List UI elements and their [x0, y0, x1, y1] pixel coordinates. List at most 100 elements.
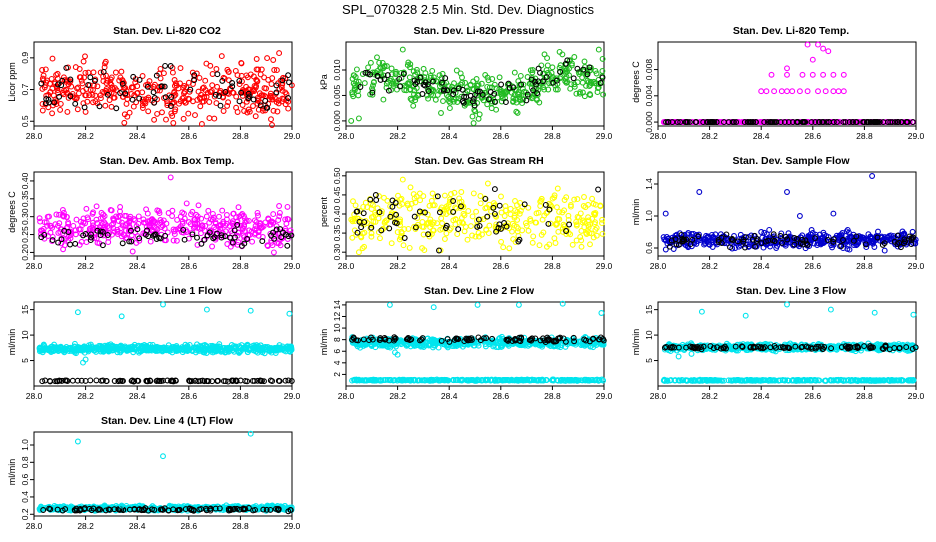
data-point	[470, 214, 475, 219]
x-tick-label: 29.0	[596, 261, 613, 271]
data-point	[526, 228, 531, 233]
data-point	[205, 307, 210, 312]
data-point	[759, 230, 764, 235]
data-point	[823, 89, 828, 94]
data-point	[369, 60, 374, 65]
data-point	[219, 54, 224, 59]
data-point	[81, 59, 86, 64]
data-point	[254, 57, 259, 62]
x-tick-label: 28.2	[701, 261, 718, 271]
x-tick-label: 28.2	[701, 131, 718, 141]
data-point	[499, 194, 504, 199]
data-point	[798, 89, 803, 94]
y-tick-label: 0.30	[332, 244, 342, 261]
data-point	[130, 249, 135, 254]
data-point	[94, 204, 99, 209]
data-point	[41, 73, 46, 78]
data-point	[553, 241, 558, 246]
data-point	[443, 76, 448, 81]
data-point	[388, 303, 393, 308]
data-point	[497, 75, 502, 80]
data-point	[103, 103, 108, 108]
data-point	[248, 308, 253, 313]
data-point	[207, 100, 212, 105]
data-point	[377, 60, 382, 65]
data-point	[369, 234, 374, 239]
data-point	[148, 239, 153, 244]
data-point	[420, 220, 425, 225]
data-point	[220, 208, 225, 213]
data-point	[448, 106, 453, 111]
data-point	[572, 197, 577, 202]
y-tick-label: 0.45	[332, 186, 342, 203]
y-tick-label: 0.7	[20, 83, 30, 95]
y-tick-label: 15	[20, 305, 30, 315]
data-point	[109, 104, 114, 109]
x-tick-label: 28.0	[26, 131, 43, 141]
data-point	[119, 69, 124, 74]
data-points	[349, 47, 606, 125]
y-tick-label: 0.005	[332, 85, 342, 107]
data-point	[178, 66, 183, 71]
y-tick-label: 0.6	[644, 242, 654, 254]
data-point	[193, 113, 198, 118]
data-point	[206, 208, 211, 213]
data-point	[474, 77, 479, 82]
data-point	[485, 102, 490, 107]
x-tick-label: 28.8	[232, 261, 249, 271]
data-point	[374, 198, 379, 203]
data-point	[144, 207, 149, 212]
data-points	[349, 301, 606, 383]
data-point	[164, 117, 169, 122]
data-point	[816, 42, 821, 47]
data-points	[661, 42, 915, 124]
x-tick-label: 28.4	[129, 131, 146, 141]
x-tick-label: 28.8	[856, 391, 873, 401]
data-point	[65, 110, 70, 115]
data-point	[531, 234, 536, 239]
data-point	[411, 103, 416, 108]
x-tick-label: 28.6	[805, 131, 822, 141]
data-point	[91, 70, 96, 75]
data-point	[785, 89, 790, 94]
data-point	[351, 199, 356, 204]
data-point	[810, 57, 815, 62]
y-tick-label: 0.50	[332, 167, 342, 184]
x-tick-label: 28.0	[338, 391, 355, 401]
data-point	[207, 116, 212, 121]
data-point	[429, 198, 434, 203]
data-point	[163, 64, 168, 69]
data-point	[83, 357, 88, 362]
data-point	[122, 120, 127, 125]
data-point	[160, 110, 165, 115]
data-point	[119, 314, 124, 319]
data-point	[195, 235, 200, 240]
data-point	[88, 75, 93, 80]
data-point	[155, 112, 160, 117]
data-point	[186, 111, 191, 116]
data-point	[440, 221, 445, 226]
data-point	[75, 107, 80, 112]
x-tick-label: 28.2	[701, 391, 718, 401]
data-point	[363, 200, 368, 205]
data-point	[453, 222, 458, 227]
x-tick-label: 28.8	[232, 131, 249, 141]
data-point	[499, 239, 504, 244]
data-point	[265, 56, 270, 61]
y-tick-label: 0.35	[20, 190, 30, 207]
y-tick-label: 10	[644, 330, 654, 340]
y-tick-label: 0.40	[20, 172, 30, 189]
data-point	[910, 229, 915, 234]
data-point	[486, 181, 491, 186]
data-point	[785, 66, 790, 71]
y-tick-label: 0.004	[644, 85, 654, 107]
y-tick-label: 5	[20, 358, 30, 363]
data-point	[170, 214, 175, 219]
data-point	[826, 49, 831, 54]
data-point	[277, 51, 282, 56]
